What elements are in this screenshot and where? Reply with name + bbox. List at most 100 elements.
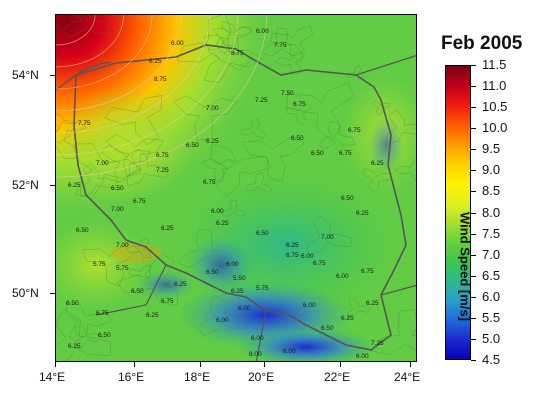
contour-label: 6.00 [303, 302, 316, 309]
contour-label: 6.75 [313, 260, 326, 267]
longitude-tick [264, 362, 265, 367]
contour-label: 7.50 [281, 90, 294, 97]
contour-line [208, 37, 228, 54]
contour-label: 6.75 [161, 298, 174, 305]
contour-line [56, 119, 77, 159]
contour-line [177, 228, 234, 269]
longitude-tick [55, 362, 56, 367]
contour-label: 6.50 [321, 325, 334, 332]
contour-label: 6.00 [256, 28, 269, 35]
latitude-tick [50, 185, 55, 186]
colorbar-tick [471, 212, 476, 214]
contour-labels: 6.00 8.75 6.00 7.75 8.75 6.25 7.50 7.25 6.75 7.75… [66, 28, 384, 360]
colorbar-tick [471, 191, 476, 193]
contour-label: 6.00 [171, 40, 184, 47]
contour-label: 6.75 [96, 310, 109, 317]
contour-line [371, 309, 416, 355]
contour-label: 6.25 [231, 288, 244, 295]
contour-label: 6.75 [361, 268, 374, 275]
contour-line [202, 158, 237, 182]
contour-label: 7.00 [111, 206, 124, 213]
contour-line [270, 25, 313, 63]
contour-line [371, 100, 390, 116]
longitude-tick [340, 362, 341, 367]
contour-line [56, 15, 182, 112]
longitude-tick [134, 362, 135, 367]
contour-label: 6.50 [111, 185, 124, 192]
contour-label: 7.25 [156, 167, 169, 174]
colorbar-tick [471, 317, 476, 319]
contour-line [126, 148, 170, 187]
contour-label: 6.25 [206, 138, 219, 145]
contour-label: 6.25 [68, 182, 81, 189]
contour-line [56, 15, 124, 68]
contour-line [56, 114, 87, 144]
contour-label: 6.50 [311, 150, 324, 157]
contour-line [285, 103, 312, 126]
contour-label: 7.25 [371, 340, 384, 347]
contour-line [61, 15, 111, 38]
contour-label: 6.75 [286, 252, 299, 259]
contour-line [275, 51, 304, 76]
contour-line [244, 172, 273, 194]
contour-label: 6.50 [291, 135, 304, 142]
contour-label: 6.75 [348, 127, 361, 134]
colorbar-tick-label: 7.5 [482, 225, 501, 241]
contour-line [347, 64, 366, 81]
contour-line [386, 109, 416, 144]
contour-label: 7.00 [206, 105, 219, 112]
colorbar-tick [471, 107, 476, 109]
contour-label: 7.00 [96, 160, 109, 167]
colorbar-tick-label: 4.5 [482, 352, 501, 367]
contour-line [362, 167, 392, 193]
contour-label: 6.75 [293, 101, 306, 108]
contour-line [197, 295, 248, 337]
colorbar-title: Wind Speed [m/s] [457, 212, 473, 321]
contour-label: 7.75 [274, 42, 287, 49]
colorbar-tick-label: 5.5 [482, 309, 501, 325]
contour-line [56, 15, 210, 134]
contour-label: 5.75 [116, 265, 129, 272]
contour-label: 6.00 [356, 353, 369, 360]
colorbar-tick [471, 360, 476, 361]
contour-line [277, 306, 306, 330]
contour-label: 6.25 [366, 300, 379, 307]
contour-line [306, 215, 353, 256]
latitude-tick-label: 52°N [12, 178, 39, 192]
contour-label: 6.00 [211, 208, 224, 215]
colorbar-tick-label: 6.5 [482, 267, 501, 283]
colorbar-tick-label: 10.5 [482, 99, 508, 115]
longitude-tick-label: 18°E [184, 370, 211, 384]
longitude-tick-label: 22°E [324, 370, 351, 384]
contour-line [80, 163, 118, 197]
colorbar-tick-label: 9.5 [482, 141, 501, 157]
wind-speed-map: 6.00 8.75 6.00 7.75 8.75 6.25 7.50 7.25 6.75 7.75… [55, 14, 417, 362]
colorbar-tick [471, 296, 476, 298]
contour-label: 6.50 [206, 269, 219, 276]
contour-line [203, 34, 263, 83]
longitude-tick-label: 14°E [39, 370, 66, 384]
contour-line [56, 15, 153, 90]
map-canvas: 6.00 8.75 6.00 7.75 8.75 6.25 7.50 7.25 6.75 7.75… [56, 15, 416, 361]
contour-line [56, 308, 111, 361]
longitude-tick [410, 362, 411, 367]
colorbar-tick-label: 8.5 [482, 183, 501, 199]
contour-label: 6.50 [131, 288, 144, 295]
contour-line [96, 64, 113, 79]
contour-line [73, 143, 142, 199]
contour-line [212, 25, 253, 54]
contour-line [82, 241, 140, 287]
colorbar-tick [471, 338, 476, 340]
contour-label: 7.25 [255, 97, 268, 104]
contour-label: 6.25 [174, 281, 187, 288]
colorbar-tick-label: 7.0 [482, 246, 501, 262]
contour-lines [56, 15, 416, 361]
contour-label: 7.75 [78, 120, 91, 127]
contour-line [347, 297, 372, 318]
latitude-tick-label: 54°N [12, 68, 39, 82]
colorbar-tick [471, 86, 476, 88]
colorbar-tick [471, 233, 476, 235]
poland-border [73, 44, 407, 351]
contour-label: 6.75 [203, 179, 216, 186]
contour-label: 5.75 [93, 261, 106, 268]
